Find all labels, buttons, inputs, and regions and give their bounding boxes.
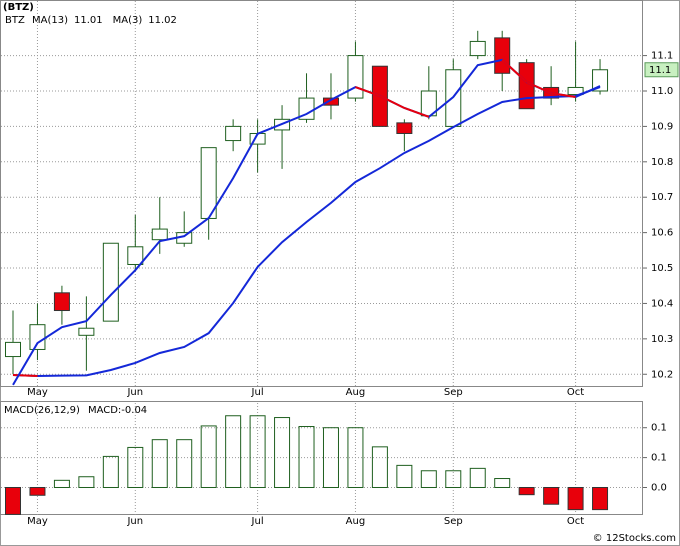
- x-tick-label: Jul: [251, 387, 264, 398]
- ma-down-segment: [526, 81, 552, 95]
- legend-value: 11.01: [74, 15, 103, 26]
- macd-bar: [151, 439, 168, 488]
- chart-title: (BTZ): [3, 2, 34, 13]
- macd-bar: [249, 415, 266, 488]
- macd-value: MACD:-0.04: [88, 405, 147, 416]
- legend-name: MA(3): [113, 15, 143, 26]
- legend-value: 11.02: [148, 15, 177, 26]
- macd-bar: [53, 479, 70, 488]
- x-tick-label: Oct: [567, 387, 584, 398]
- macd-bar: [371, 446, 388, 488]
- x-tick-label: Sep: [444, 516, 463, 527]
- ma-line: [12, 86, 601, 378]
- candle-body: [53, 292, 70, 312]
- ma-down-segment: [501, 59, 528, 83]
- candle-body: [347, 55, 364, 99]
- macd-bar: [518, 486, 535, 496]
- last-price: 11.1: [649, 65, 671, 76]
- y-tick-label: 0.0: [651, 482, 667, 493]
- y-tick-label: 10.9: [651, 121, 673, 132]
- candle-body: [78, 327, 95, 336]
- macd-bar: [176, 439, 193, 488]
- y-tick-label: 10.3: [651, 334, 673, 345]
- macd-bar: [445, 470, 462, 488]
- candle-body: [322, 97, 339, 106]
- x-tick-label: Jun: [126, 516, 143, 527]
- y-tick-label: 10.7: [651, 192, 673, 203]
- y-tick-label: 10.4: [651, 298, 673, 309]
- macd-bar: [225, 415, 242, 488]
- macd-panel: [0, 401, 643, 515]
- candle-body: [396, 122, 413, 134]
- macd-bar: [592, 486, 609, 511]
- candle-body: [29, 324, 46, 350]
- macd-bar: [29, 486, 46, 496]
- legend-name: MA(13): [32, 15, 68, 26]
- ma-down-segment: [12, 373, 38, 378]
- last-price-box: [644, 62, 679, 78]
- x-tick-label: Jul: [251, 516, 264, 527]
- macd-bar: [5, 486, 21, 515]
- y-tick-label: 10.8: [651, 157, 673, 168]
- macd-bar: [78, 476, 95, 488]
- x-tick-label: May: [27, 387, 48, 398]
- y-tick-label: 10.6: [651, 228, 673, 239]
- candle-body: [518, 62, 535, 110]
- candle-body: [494, 37, 511, 74]
- ma-down-segment: [355, 86, 381, 97]
- candle-body: [225, 125, 242, 142]
- candle-body: [469, 40, 486, 57]
- x-tick-label: Aug: [346, 387, 366, 398]
- x-tick-label: May: [27, 516, 48, 527]
- macd-bar: [322, 427, 339, 488]
- macd-bar: [102, 455, 119, 488]
- ma-down-segment: [550, 92, 576, 99]
- macd-bar: [420, 470, 437, 488]
- macd-bar: [494, 478, 511, 488]
- macd-bar: [298, 426, 315, 488]
- macd-bar: [469, 467, 486, 488]
- y-tick-label: 0.1: [651, 453, 667, 464]
- y-tick-label: 11.1: [651, 51, 673, 62]
- candle-body: [5, 341, 21, 358]
- macd-bar: [396, 464, 413, 488]
- macd-bar: [543, 486, 560, 505]
- legend-symbol: BTZ: [5, 15, 25, 26]
- candle-body: [102, 242, 119, 322]
- candle-body: [592, 69, 609, 92]
- macd-bar: [200, 425, 217, 488]
- x-tick-label: Aug: [346, 516, 366, 527]
- ma-down-segment: [404, 107, 430, 118]
- candle-body: [127, 246, 144, 265]
- x-tick-label: Oct: [567, 516, 584, 527]
- macd-bar: [274, 417, 291, 488]
- price-panel: [0, 0, 643, 387]
- candle-body: [151, 228, 168, 241]
- macd-bar: [347, 427, 364, 488]
- footer: © 12Stocks.com: [593, 533, 676, 544]
- ma-down-segment: [379, 95, 405, 109]
- macd-bar: [567, 486, 584, 511]
- x-tick-label: Jun: [126, 387, 143, 398]
- y-tick-label: 11.0: [651, 86, 673, 97]
- macd-title: MACD(26,12,9): [4, 405, 80, 416]
- macd-bar: [127, 446, 144, 488]
- y-tick-label: 0.1: [651, 423, 667, 434]
- y-tick-label: 10.5: [651, 263, 673, 274]
- candle-body: [567, 86, 584, 96]
- y-tick-label: 10.2: [651, 369, 673, 380]
- x-tick-label: Sep: [444, 387, 463, 398]
